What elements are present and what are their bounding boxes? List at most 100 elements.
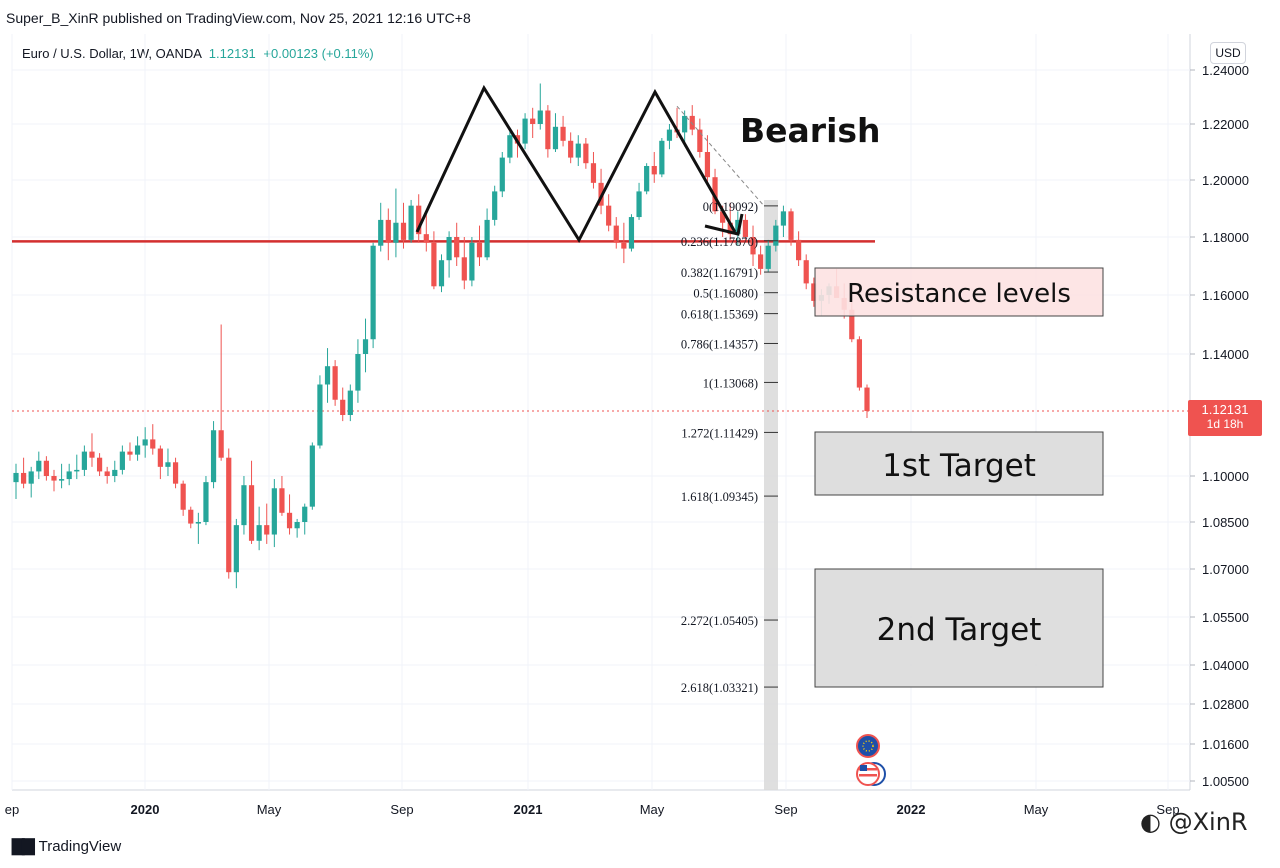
candle-body (666, 129, 673, 141)
candle-body (74, 469, 80, 472)
candle-body (461, 257, 467, 281)
candle-body (393, 222, 399, 243)
author-watermark: ◐ @XinR (1140, 808, 1248, 836)
watermark-text: @XinR (1168, 808, 1248, 836)
price-change: +0.00123 (+0.11%) (263, 46, 374, 61)
eu-flag-circle (856, 734, 880, 758)
x-tick-label: May (640, 802, 665, 817)
candle-body (416, 205, 422, 235)
fib-label: 1(1.13068) (703, 376, 758, 390)
candle-body (568, 140, 574, 158)
candle-body (408, 205, 414, 240)
y-tick-label: 1.01600 (1202, 737, 1249, 752)
candle-body (218, 430, 224, 458)
event-icons (856, 734, 886, 786)
candle-body (560, 126, 566, 141)
candles (13, 83, 870, 589)
us-flag-icon (856, 762, 886, 786)
currency-button[interactable]: USD (1210, 42, 1246, 64)
breakdown-arrow (704, 213, 744, 236)
candle-body (226, 457, 232, 573)
weibo-icon: ◐ (1140, 808, 1161, 836)
candle-body (142, 439, 148, 446)
double-top-zigzag (415, 84, 737, 244)
y-tick-label: 1.20000 (1202, 173, 1249, 188)
bearish-label: Bearish (740, 111, 881, 150)
candle-body (742, 219, 749, 237)
candle-body (613, 225, 619, 243)
candle-body (651, 166, 657, 175)
candle-body (499, 157, 505, 192)
candle-body (264, 525, 270, 535)
y-tick-label: 1.04000 (1202, 658, 1249, 673)
candle-body (780, 211, 787, 226)
price-axis: 1.24000 1.22000 1.20000 1.18000 1.16000 1.140… (1190, 63, 1249, 789)
double-top-pattern (415, 84, 744, 244)
target1-box-label: 1st Target (882, 448, 1036, 484)
y-tick-label: 1.02800 (1202, 697, 1249, 712)
y-tick-label: 1.08500 (1202, 515, 1249, 530)
candle-body (431, 242, 437, 287)
candle-body (552, 126, 559, 150)
tradingview-logo[interactable]: ▇▇ TradingView (12, 836, 121, 856)
candle-body (765, 245, 771, 269)
candle-body (423, 234, 429, 243)
candle-body (89, 451, 95, 458)
candle-body (271, 488, 277, 535)
resistance-line-layer (12, 240, 1190, 412)
candle-body (180, 483, 186, 510)
candle-body (628, 217, 635, 249)
candle-body (347, 390, 353, 415)
tv-logo-icon: ▇▇ (12, 838, 35, 855)
symbol-legend: Euro / U.S. Dollar, 1W, OANDA 1.12131 +0… (22, 46, 374, 61)
candle-body (522, 118, 528, 144)
candle-body (400, 222, 407, 240)
candle-body (697, 129, 703, 152)
us-stripe (859, 768, 877, 771)
fib-label: 0.382(1.16791) (681, 266, 758, 280)
candle-body (492, 191, 498, 220)
candle-body (309, 445, 315, 507)
time-axis: ep 2020 May Sep 2021 May Sep 2022 May Sep (5, 802, 1180, 817)
y-tick-label: 1.10000 (1202, 469, 1249, 484)
candle-body (621, 242, 627, 249)
candle-body (165, 462, 171, 467)
eu-flag-icon (856, 734, 880, 758)
x-tick-label: 2020 (131, 802, 160, 817)
fib-label: 0(1.19092) (703, 200, 758, 214)
fib-label: 0.236(1.17870) (681, 235, 758, 249)
candle-body (446, 237, 452, 261)
candle-body (385, 219, 391, 243)
candle-body (704, 152, 711, 178)
candle-body (362, 339, 369, 354)
candle-body (104, 471, 110, 476)
candle-body (476, 242, 483, 258)
target2-box (814, 568, 1104, 688)
candle-body (735, 219, 741, 235)
fib-shade-column (764, 200, 778, 790)
x-tick-label: May (1024, 802, 1049, 817)
candle-body (530, 118, 536, 124)
candle-body (545, 110, 551, 150)
fib-label: 1.272(1.11429) (681, 426, 758, 440)
fib-label: 1.618(1.09345) (681, 490, 758, 504)
candle-body (112, 469, 118, 476)
resistance-box (814, 267, 1104, 317)
candle-body (849, 309, 855, 340)
candle-body (773, 225, 779, 246)
logo-text: TradingView (38, 837, 122, 855)
candle-body (370, 245, 376, 340)
y-tick-label: 1.18000 (1202, 230, 1249, 245)
candle-body (302, 506, 308, 522)
resistance-box-label: Resistance levels (847, 279, 1071, 309)
symbol-name: Euro / U.S. Dollar, 1W, OANDA (22, 46, 202, 61)
us-canton (860, 765, 867, 771)
candle-body (66, 471, 72, 480)
y-tick-label: 1.24000 (1202, 63, 1249, 78)
candle-body (150, 439, 156, 449)
candle-body (606, 205, 612, 226)
price-label-timer: 1d 18h (1206, 417, 1244, 431)
y-tick-label: 1.05500 (1202, 610, 1249, 625)
y-tick-label: 1.07000 (1202, 562, 1249, 577)
